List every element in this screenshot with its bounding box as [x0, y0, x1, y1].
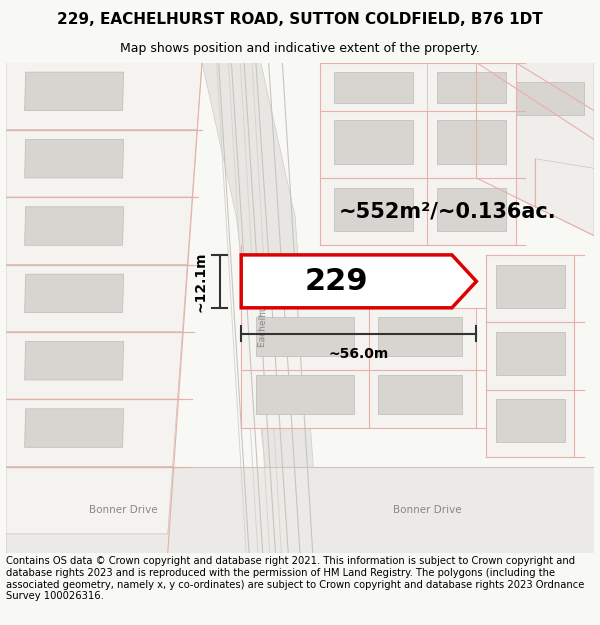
Polygon shape — [320, 62, 427, 111]
Text: Contains OS data © Crown copyright and database right 2021. This information is : Contains OS data © Crown copyright and d… — [6, 556, 584, 601]
Polygon shape — [6, 399, 178, 466]
Polygon shape — [515, 82, 584, 116]
Polygon shape — [25, 72, 124, 111]
Polygon shape — [437, 188, 506, 231]
Polygon shape — [25, 139, 124, 178]
Text: Bonner Drive: Bonner Drive — [89, 505, 158, 515]
Polygon shape — [6, 466, 594, 553]
Polygon shape — [25, 207, 124, 245]
Polygon shape — [496, 399, 565, 442]
Polygon shape — [496, 264, 565, 308]
Polygon shape — [379, 318, 462, 356]
Polygon shape — [437, 120, 506, 164]
Polygon shape — [6, 130, 197, 197]
Text: Map shows position and indicative extent of the property.: Map shows position and indicative extent… — [120, 41, 480, 54]
Polygon shape — [6, 62, 202, 130]
Polygon shape — [256, 375, 354, 414]
Text: ~56.0m: ~56.0m — [329, 348, 389, 361]
Polygon shape — [6, 466, 173, 534]
Polygon shape — [241, 255, 476, 308]
Polygon shape — [334, 120, 413, 164]
Text: Eachelhurst Road: Eachelhurst Road — [258, 268, 269, 348]
Polygon shape — [496, 332, 565, 375]
Polygon shape — [25, 274, 124, 312]
Polygon shape — [241, 371, 368, 428]
Polygon shape — [486, 255, 574, 322]
Polygon shape — [334, 72, 413, 103]
Polygon shape — [6, 332, 182, 399]
Polygon shape — [25, 409, 124, 447]
Polygon shape — [202, 62, 320, 553]
Polygon shape — [334, 188, 413, 231]
Polygon shape — [476, 62, 594, 207]
Polygon shape — [379, 375, 462, 414]
Polygon shape — [6, 197, 192, 264]
Polygon shape — [241, 308, 368, 371]
Polygon shape — [486, 389, 574, 457]
Polygon shape — [320, 178, 427, 245]
Polygon shape — [535, 159, 594, 236]
Polygon shape — [368, 308, 476, 371]
Polygon shape — [437, 72, 506, 103]
Polygon shape — [427, 111, 515, 178]
Polygon shape — [6, 264, 187, 332]
Polygon shape — [427, 62, 515, 111]
Polygon shape — [427, 178, 515, 245]
Polygon shape — [320, 111, 427, 178]
Text: Bonner Drive: Bonner Drive — [393, 505, 462, 515]
Polygon shape — [486, 322, 574, 389]
Polygon shape — [368, 371, 476, 428]
Text: 229: 229 — [305, 267, 368, 296]
Polygon shape — [256, 318, 354, 356]
Text: ~12.1m: ~12.1m — [194, 251, 208, 312]
Text: ~552m²/~0.136ac.: ~552m²/~0.136ac. — [339, 202, 557, 222]
Polygon shape — [25, 341, 124, 380]
Text: 229, EACHELHURST ROAD, SUTTON COLDFIELD, B76 1DT: 229, EACHELHURST ROAD, SUTTON COLDFIELD,… — [57, 12, 543, 27]
